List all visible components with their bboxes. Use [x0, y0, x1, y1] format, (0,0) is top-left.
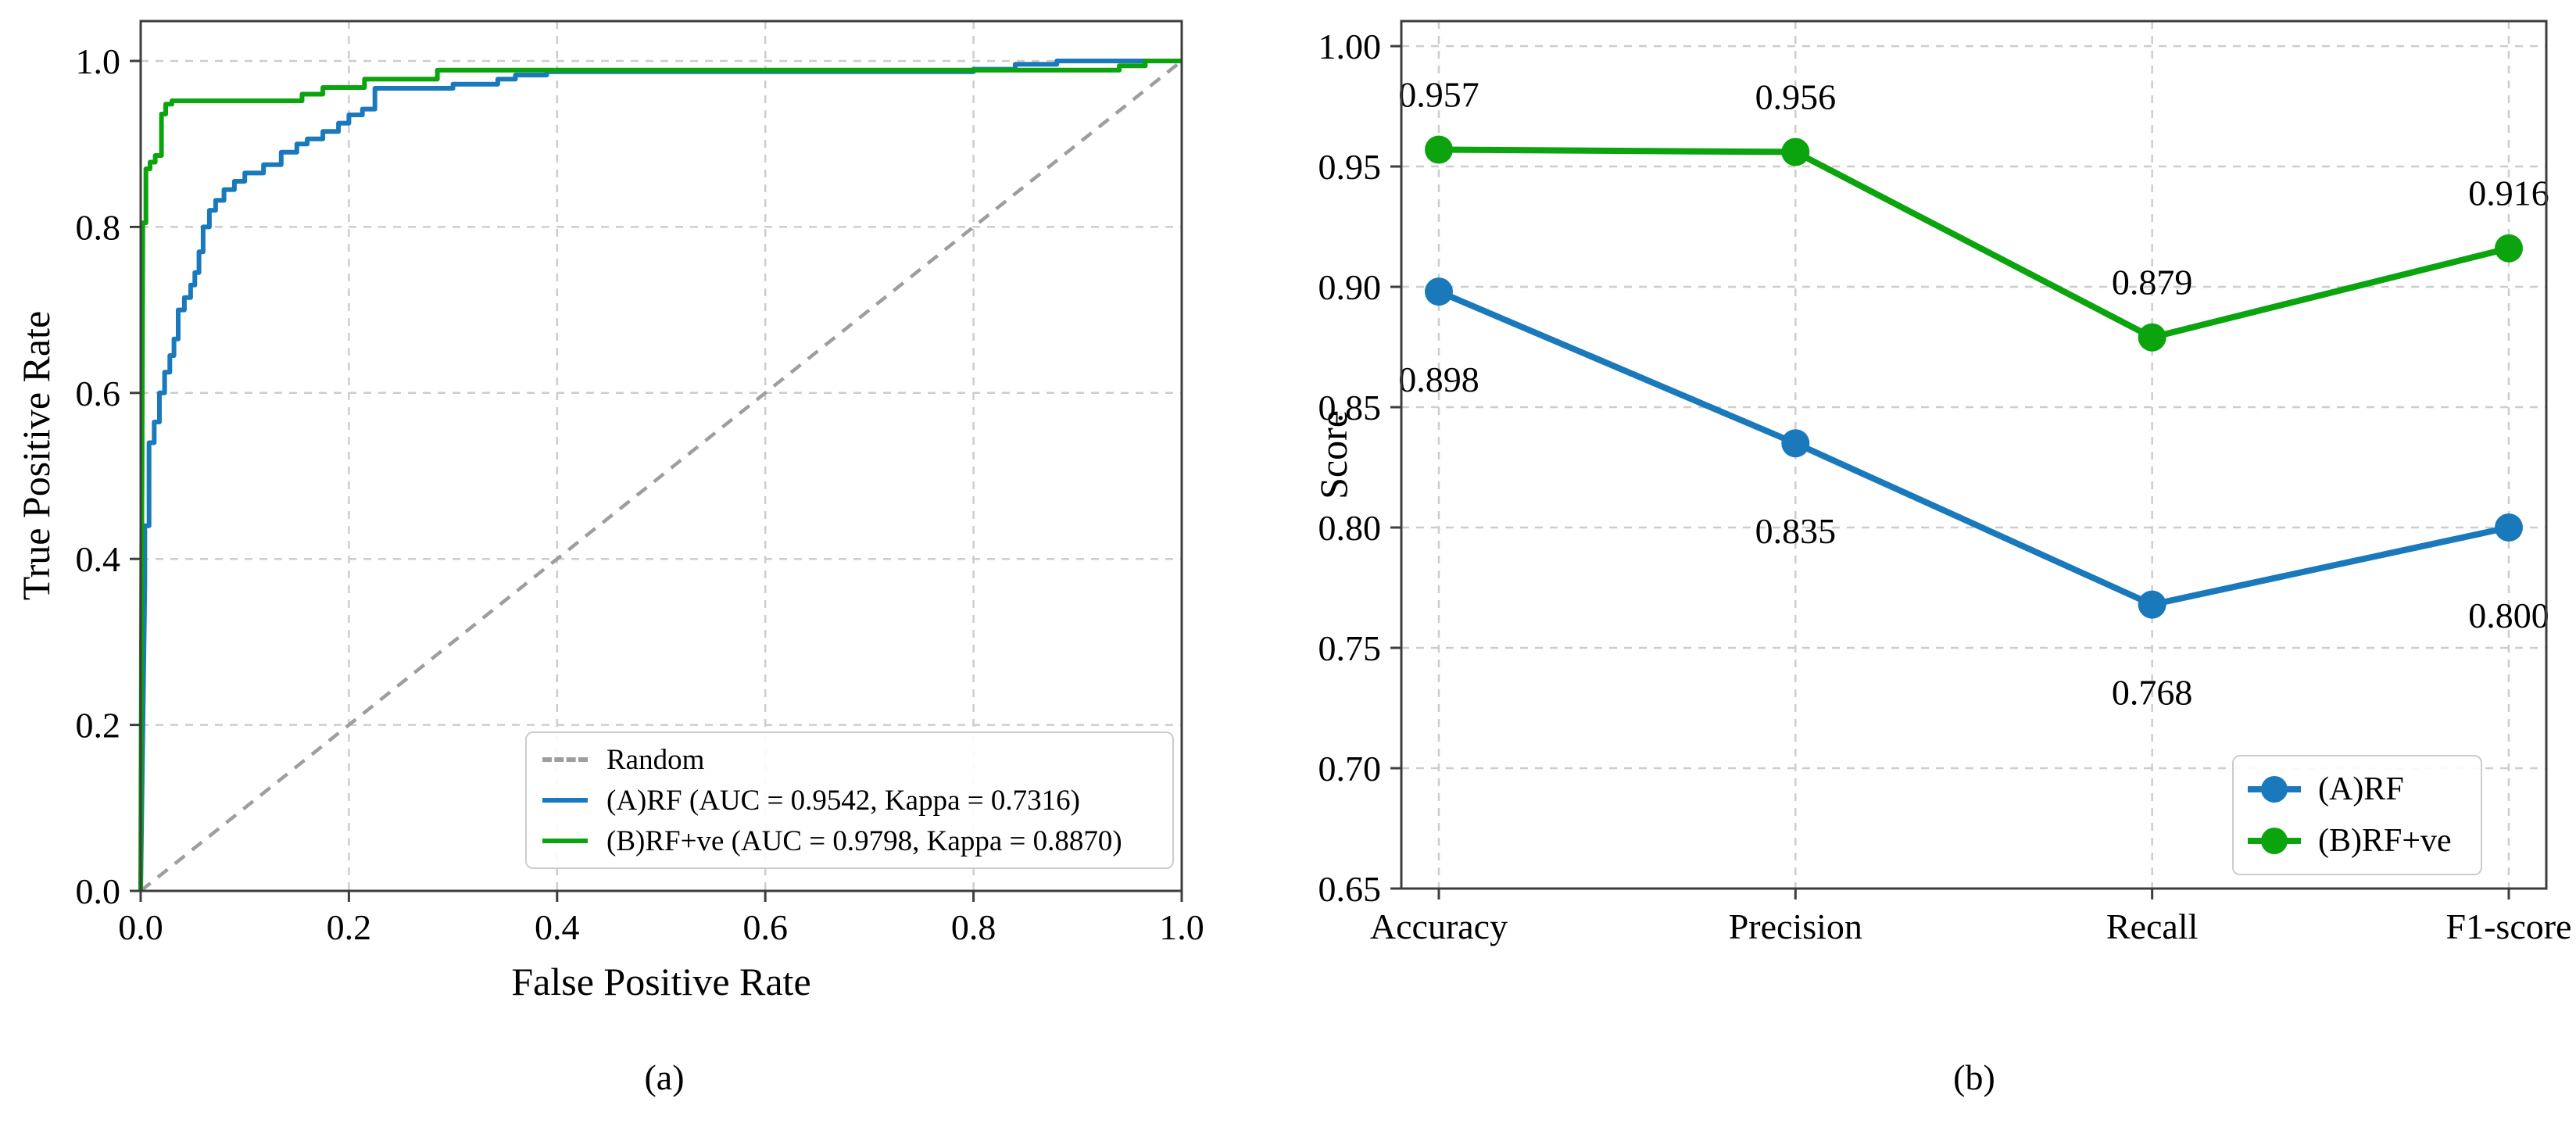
roc-legend-label-random: Random [606, 743, 705, 776]
metrics-marker-0-3 [2495, 513, 2523, 542]
metrics-y-tick-label: 0.95 [1318, 147, 1382, 187]
metrics-marker-1-2 [2138, 323, 2166, 352]
metrics-y-tick-label: 0.85 [1318, 388, 1382, 427]
metrics-plot-border [1400, 20, 2548, 890]
roc-x-tick-label: 0.6 [742, 907, 788, 947]
panel-a-caption: (a) [644, 1057, 685, 1097]
metrics-legend-item-rfve: (B)RF+ve [2248, 815, 2467, 867]
roc-x-tick-label: 1.0 [1159, 907, 1204, 947]
metrics-y-tick-label: 0.65 [1318, 869, 1382, 909]
roc-y-tick-label: 0.0 [76, 871, 121, 911]
roc-y-tick-label: 0.8 [76, 207, 121, 247]
metrics-value-label: 0.835 [1755, 511, 1837, 551]
roc-legend-item-rf: (A)RF (AUC = 0.9542, Kappa = 0.7316) [542, 780, 1157, 821]
metrics-legend: (A)RF (B)RF+ve [2232, 755, 2482, 875]
metrics-legend-item-rf: (A)RF [2248, 764, 2467, 815]
panel-b-caption: (b) [1953, 1057, 1995, 1097]
metrics-marker-1-1 [1781, 138, 1810, 166]
roc-legend-label-rf: (A)RF (AUC = 0.9542, Kappa = 0.7316) [606, 784, 1080, 817]
roc-y-axis-title: True Positive Rate [14, 310, 58, 601]
metrics-y-tick-label: 0.90 [1318, 267, 1382, 307]
metrics-y-tick-label: 1.00 [1318, 27, 1382, 66]
roc-x-tick-label: 0.0 [118, 907, 163, 947]
metrics-value-label: 0.957 [1398, 74, 1479, 114]
roc-legend-item-rfve: (B)RF+ve (AUC = 0.9798, Kappa = 0.8870) [542, 821, 1157, 861]
roc-y-tick-label: 0.4 [76, 539, 121, 579]
roc-legend-label-rfve: (B)RF+ve (AUC = 0.9798, Kappa = 0.8870) [606, 824, 1122, 857]
roc-curve-2 [138, 59, 1182, 892]
metrics-value-label: 0.800 [2468, 595, 2549, 635]
metrics-y-tick-label: 0.70 [1318, 749, 1382, 789]
metrics-marker-0-0 [1425, 277, 1453, 306]
metrics-category-label: Precision [1729, 907, 1862, 946]
rfve-marker-dot [2261, 828, 2288, 854]
metrics-value-label: 0.879 [2112, 263, 2193, 302]
metrics-line-1 [1438, 146, 2510, 341]
roc-x-tick-label: 0.4 [535, 907, 580, 947]
metrics-legend-label-rf: (A)RF [2318, 771, 2404, 807]
roc-curve-1 [138, 59, 1182, 892]
rfve-marker-swatch [2248, 828, 2301, 854]
metrics-value-label: 0.898 [1398, 359, 1479, 399]
metrics-category-label: Recall [2106, 907, 2199, 946]
metrics-y-tick-label: 0.75 [1318, 628, 1382, 668]
metrics-category-label: F1-score [2446, 907, 2572, 946]
metrics-legend-label-rfve: (B)RF+ve [2318, 823, 2452, 859]
roc-y-tick-label: 0.6 [76, 374, 121, 413]
roc-x-tick-label: 0.8 [951, 907, 996, 947]
metrics-marker-1-0 [1425, 135, 1453, 164]
roc-y-tick-label: 0.2 [76, 706, 121, 746]
metrics-value-label: 0.956 [1755, 77, 1837, 117]
metrics-y-axis-title: Score [1311, 410, 1355, 499]
metrics-category-label: Accuracy [1370, 907, 1508, 946]
roc-x-tick-label: 0.2 [327, 907, 372, 947]
metrics-value-label: 0.768 [2112, 673, 2193, 713]
rfve-line-swatch [542, 839, 588, 843]
metrics-value-label: 0.916 [2468, 173, 2549, 213]
metrics-marker-1-3 [2495, 234, 2523, 263]
metrics-y-tick-label: 0.80 [1318, 508, 1382, 548]
metrics-marker-0-1 [1781, 429, 1810, 458]
rf-line-swatch [542, 798, 588, 803]
roc-legend-item-random: Random [542, 739, 1157, 780]
metrics-line-0 [1437, 288, 2510, 608]
roc-x-axis-title: False Positive Rate [511, 960, 811, 1003]
rf-marker-dot [2261, 776, 2288, 803]
roc-curve-0 [139, 59, 1183, 892]
roc-legend: Random (A)RF (AUC = 0.9542, Kappa = 0.73… [525, 731, 1174, 869]
metrics-marker-0-2 [2138, 590, 2166, 619]
random-dashed-line-swatch [542, 757, 588, 762]
roc-y-tick-label: 1.0 [76, 41, 121, 81]
rf-marker-swatch [2248, 776, 2301, 803]
roc-plot-border [139, 20, 1183, 892]
